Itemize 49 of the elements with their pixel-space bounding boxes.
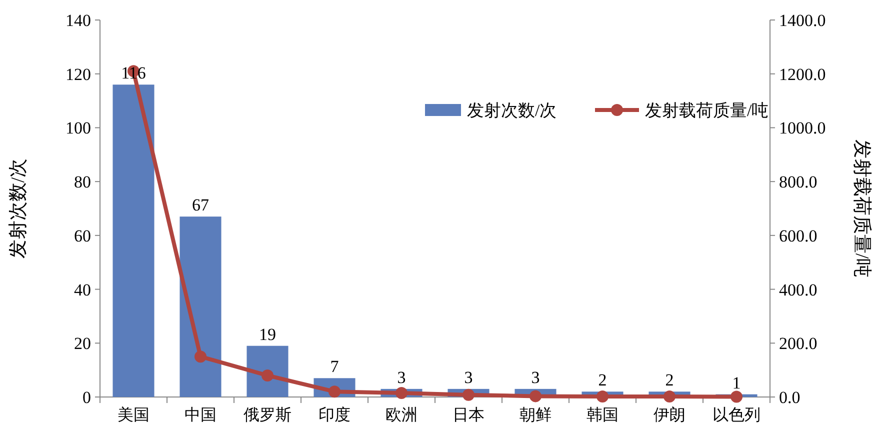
x-tick-label: 俄罗斯 [244, 406, 292, 424]
x-tick-label: 日本 [452, 406, 484, 424]
x-tick-label: 韩国 [586, 406, 618, 424]
point [396, 386, 408, 399]
bar [180, 216, 222, 397]
legend-label: 发射次数/次 [467, 101, 557, 120]
point [596, 390, 608, 402]
data-label: 7 [330, 357, 340, 376]
y2-tick-label: 200.0 [779, 334, 818, 354]
point [262, 369, 274, 382]
x-tick-label: 美国 [118, 406, 150, 424]
y-tick-label: 60 [74, 226, 91, 246]
x-tick-label: 伊朗 [654, 406, 686, 424]
y-tick-label: 140 [66, 11, 91, 30]
point [664, 390, 676, 402]
x-tick-label: 以色列 [712, 406, 760, 424]
bar [112, 84, 154, 397]
data-label: 3 [464, 368, 473, 387]
y2-tick-label: 400.0 [779, 280, 818, 300]
data-label: 1 [732, 373, 741, 392]
point [462, 388, 474, 401]
point [194, 350, 206, 363]
y2-tick-label: 600.0 [779, 226, 818, 246]
y2-tick-label: 0.0 [779, 388, 800, 407]
y-axis-title: 发射次数/次 [8, 158, 29, 259]
y-tick-label: 100 [66, 118, 91, 138]
y-tick-label: 120 [66, 64, 91, 84]
point [530, 390, 542, 402]
y-tick-label: 80 [74, 172, 91, 192]
y2-tick-label: 1200.0 [779, 64, 826, 84]
x-tick-label: 朝鲜 [520, 406, 552, 424]
x-tick-label: 欧洲 [386, 406, 418, 424]
data-label: 3 [531, 368, 540, 387]
y2-tick-label: 800.0 [779, 172, 818, 192]
x-tick-label: 印度 [318, 406, 350, 424]
data-label: 67 [192, 196, 210, 215]
point [730, 390, 742, 403]
x-tick-label: 中国 [184, 406, 216, 424]
data-label: 2 [665, 370, 674, 390]
data-label: 19 [259, 324, 276, 344]
y2-tick-label: 1000.0 [779, 118, 826, 138]
y-tick-label: 20 [74, 334, 91, 354]
y2-tick-label: 1400.0 [779, 11, 826, 30]
y2-axis-title: 发射载荷质量/吨 [851, 139, 872, 278]
y-tick-label: 40 [74, 280, 91, 300]
legend-label: 发射载荷质量/吨 [645, 101, 769, 120]
data-label: 2 [598, 370, 607, 390]
y-tick-label: 0 [82, 388, 91, 407]
data-label: 3 [397, 368, 406, 387]
